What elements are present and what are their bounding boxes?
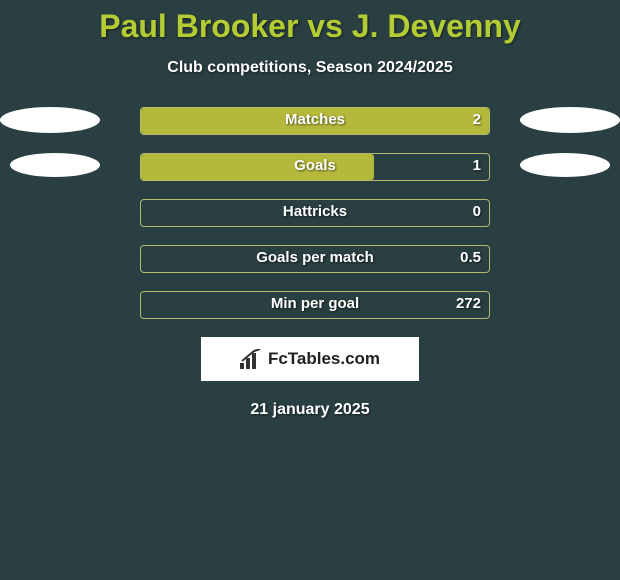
stat-label: Goals <box>294 157 336 174</box>
stat-value: 0.5 <box>460 249 481 266</box>
stat-row: Min per goal 272 <box>10 291 610 319</box>
brand-text: FcTables.com <box>268 349 380 369</box>
page-subtitle: Club competitions, Season 2024/2025 <box>0 59 620 77</box>
stat-bar: Matches 2 <box>140 107 490 135</box>
stat-row: Goals per match 0.5 <box>10 245 610 273</box>
stat-label: Min per goal <box>271 295 359 312</box>
stat-bar-fill <box>141 154 374 180</box>
stats-area: Matches 2 Goals 1 Hattricks 0 Goals per match 0… <box>0 107 620 319</box>
bars-icon <box>240 349 262 369</box>
stat-bar: Goals 1 <box>140 153 490 181</box>
stat-value: 272 <box>456 295 481 312</box>
stat-value: 2 <box>473 111 481 128</box>
stat-bar: Goals per match 0.5 <box>140 245 490 273</box>
stat-label: Hattricks <box>283 203 347 220</box>
stat-label: Matches <box>285 111 345 128</box>
brand-box: FcTables.com <box>201 337 419 381</box>
stat-bar: Hattricks 0 <box>140 199 490 227</box>
footer-date: 21 january 2025 <box>0 401 620 419</box>
stat-row: Matches 2 <box>10 107 610 135</box>
stat-value: 0 <box>473 203 481 220</box>
stat-bar: Min per goal 272 <box>140 291 490 319</box>
page-title: Paul Brooker vs J. Devenny <box>0 0 620 45</box>
stat-label: Goals per match <box>256 249 374 266</box>
stat-row: Hattricks 0 <box>10 199 610 227</box>
stat-value: 1 <box>473 157 481 174</box>
stat-row: Goals 1 <box>10 153 610 181</box>
